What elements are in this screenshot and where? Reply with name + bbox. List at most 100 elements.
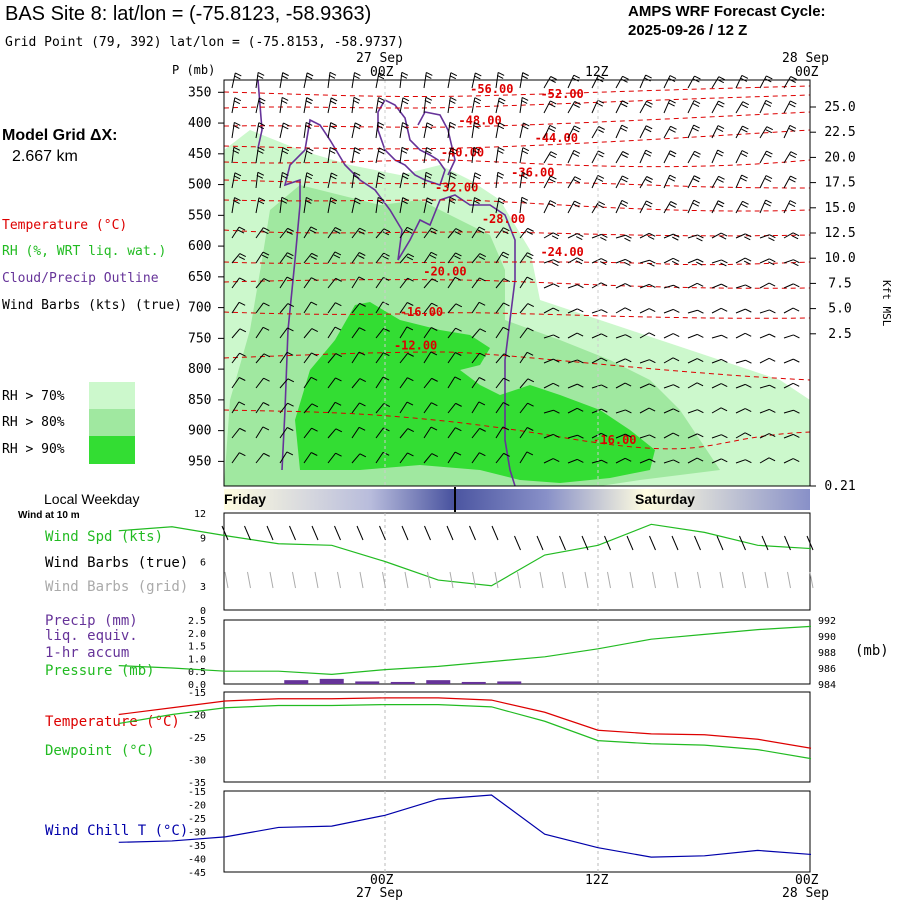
wind-barb [735, 125, 749, 139]
wind-barb [303, 427, 318, 439]
height-tick-label: 10.0 [824, 251, 855, 266]
wind-barb-grid [562, 571, 566, 589]
wind-barb [399, 302, 414, 314]
label-pressure: Pressure (mb) [45, 663, 155, 679]
wind-barb [687, 309, 704, 314]
wind-barb-grid [292, 571, 296, 589]
label-dewpoint: Dewpoint (°C) [45, 743, 155, 759]
wind-barb [519, 147, 530, 164]
wind-barb [279, 196, 289, 214]
wind-barb [639, 149, 653, 164]
height-tick-label: 20.0 [824, 150, 855, 165]
pressure-tick-label: 400 [188, 116, 211, 131]
wind-barb [735, 233, 752, 241]
wind-barb [423, 302, 438, 314]
wind-barb [255, 227, 270, 239]
wind-barb [759, 384, 776, 389]
wind-barb [615, 234, 632, 242]
wind-barb-grid [314, 571, 319, 589]
wind-height-label: Wind at 10 m [18, 510, 80, 521]
temperature-contour-label: -36.00 [511, 165, 554, 179]
wind-barb [759, 234, 776, 242]
wind-barb [663, 384, 680, 389]
wind-barb [711, 458, 728, 464]
wind-barb [663, 150, 677, 164]
wind-barb [567, 149, 581, 164]
wind-barb [327, 428, 343, 439]
height-axis-label: Kft MSL [880, 280, 893, 327]
wind-barb [399, 428, 414, 439]
wind-barb [255, 302, 270, 314]
wind-barb [423, 327, 438, 339]
wind-barb [519, 378, 535, 389]
y-tick-label: 9 [200, 533, 206, 544]
temperature-contour-label: -52.00 [540, 87, 583, 101]
wind-barb [351, 276, 366, 289]
wind-barb [231, 277, 246, 289]
wind-barb [351, 402, 366, 414]
wind-barb [303, 121, 313, 139]
wind-barb [471, 427, 486, 439]
wind-barb [495, 122, 506, 139]
y-tick-label: 1.0 [188, 654, 206, 665]
wind-barb [543, 124, 557, 139]
label-wind-barbs-grid: Wind Barbs (grid) [45, 579, 189, 595]
wind-barb [351, 147, 361, 164]
temperature-contour-label: -16.00 [593, 433, 636, 447]
wind-barb [495, 227, 510, 239]
wind-barb [543, 151, 558, 164]
wind-barb [735, 432, 752, 439]
wind-barb [303, 147, 314, 164]
wind-barb [471, 226, 486, 239]
wind-barb-grid [247, 571, 251, 589]
wind-barb [447, 276, 462, 289]
wind-barb [687, 457, 704, 464]
wind-barb [663, 99, 676, 114]
cloud-outline [281, 118, 516, 487]
wind-barb-grid [494, 571, 499, 589]
wind-barb [375, 196, 385, 214]
wind-barb-grid [764, 571, 769, 589]
y-tick-label: -30 [188, 756, 206, 767]
wind-barb [663, 432, 680, 439]
wind-barb-true [289, 525, 296, 541]
wind-barb [783, 200, 797, 214]
wind-barb [663, 125, 677, 139]
wind-barb [687, 150, 701, 164]
wind-barb [711, 283, 728, 289]
weekday-bar [224, 489, 810, 510]
wind-barb [711, 149, 724, 164]
wind-barb [279, 252, 294, 264]
wind-barb-grid [337, 571, 341, 589]
wind-barb [279, 427, 294, 439]
wind-barb [399, 97, 410, 114]
pressure-line [118, 625, 812, 676]
wind-barb [711, 259, 728, 267]
wind-barb-true [671, 535, 679, 551]
wind-barb [519, 327, 534, 339]
wind-barb [759, 408, 776, 414]
wind-barb [615, 258, 632, 266]
height-tick-label: 22.5 [824, 125, 855, 140]
local-weekday-label: Local Weekday [44, 491, 140, 507]
wind-barb [351, 171, 361, 189]
wind-barb [567, 101, 581, 114]
wind-barb [543, 283, 560, 289]
wind-barb [519, 196, 529, 214]
wind-barb [447, 327, 462, 339]
wind-barb [663, 233, 680, 241]
temperature-panel [223, 691, 811, 783]
precip-bar [497, 681, 522, 684]
y-tick-label: 2.5 [188, 616, 206, 627]
y-tick-label: 1.5 [188, 642, 206, 653]
wind-barb [639, 283, 656, 289]
wind-barb [327, 122, 337, 139]
wind-barb-true [356, 525, 364, 541]
wind-barb-grid [607, 571, 611, 589]
wind-barb [423, 227, 438, 239]
wind-barb [255, 97, 266, 114]
wind-barb [615, 100, 629, 114]
pressure-unit: (mb) [855, 643, 889, 659]
wind-barb [759, 126, 774, 139]
wind-barb [519, 172, 529, 189]
